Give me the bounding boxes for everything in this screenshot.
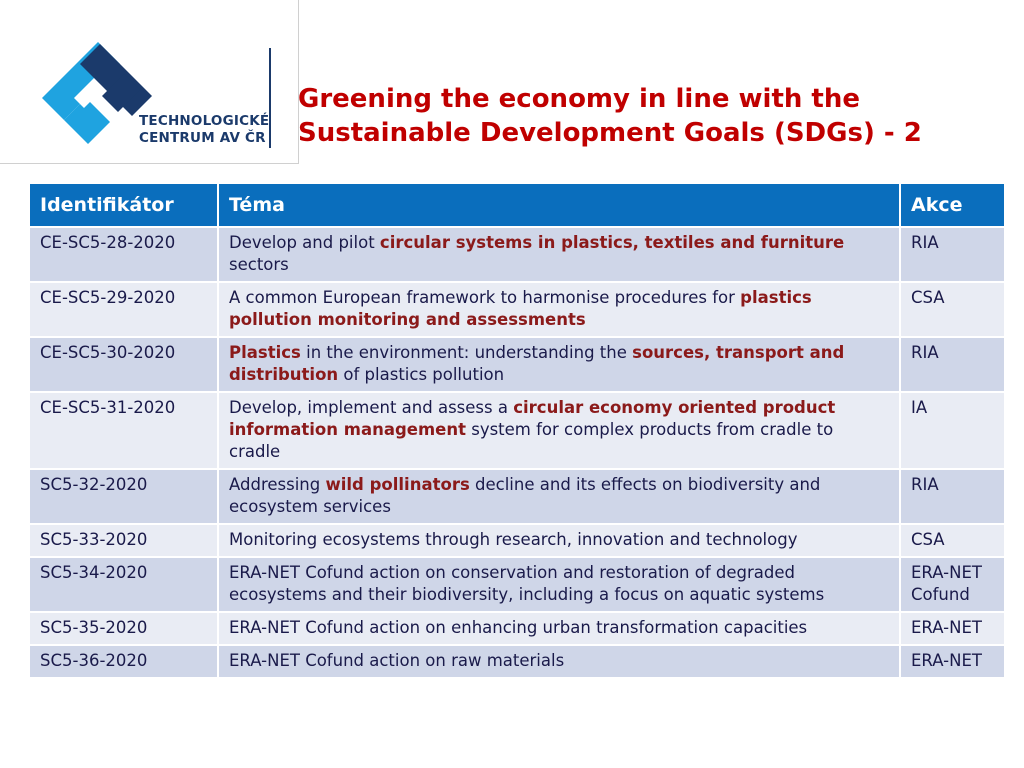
cell-identifikator: CE-SC5-29-2020 [28, 281, 219, 338]
topics-table: Identifikátor Téma Akce CE-SC5-28-2020 De… [28, 182, 1006, 679]
tema-text: Develop, implement and assess a [229, 398, 514, 417]
logo-line1: TECHNOLOGICKÉ [139, 113, 270, 129]
tema-text: Addressing [229, 475, 326, 494]
cell-tema: Monitoring ecosystems through research, … [217, 523, 901, 558]
logo-divider [269, 48, 271, 148]
cell-akce: RIA [899, 336, 1006, 393]
tema-highlight: wild pollinators [325, 475, 470, 494]
cell-akce: ERA-NET Cofund [899, 556, 1006, 613]
title-line1: Greening the economy in line with the [298, 84, 861, 114]
tema-highlight: circular systems in plastics, textiles a… [379, 233, 845, 252]
cell-identifikator: CE-SC5-31-2020 [28, 391, 219, 470]
cell-tema: ERA-NET Cofund action on enhancing urban… [217, 611, 901, 646]
tc-logo-icon [42, 42, 152, 144]
tema-text: Monitoring ecosystems through research, … [229, 530, 798, 549]
cell-identifikator: CE-SC5-28-2020 [28, 226, 219, 283]
tema-text: ERA-NET Cofund action on raw materials [229, 651, 565, 670]
tema-highlight: circular economy oriented product inform… [229, 398, 836, 439]
table-row: SC5-36-2020 ERA-NET Cofund action on raw … [28, 644, 1006, 679]
cell-identifikator: SC5-34-2020 [28, 556, 219, 613]
tema-text: of plastics pollution [338, 365, 505, 384]
title-line2: Sustainable Development Goals (SDGs) - 2 [298, 118, 922, 148]
header-identifikator: Identifikátor [28, 182, 219, 228]
tema-text: in the environment: understanding the [300, 343, 633, 362]
tema-text: Develop and pilot [229, 233, 380, 252]
cell-tema: Develop and pilot circular systems in pl… [217, 226, 901, 283]
cell-identifikator: SC5-33-2020 [28, 523, 219, 558]
cell-akce: ERA-NET [899, 644, 1006, 679]
tema-text: ERA-NET Cofund action on enhancing urban… [229, 618, 808, 637]
table-header-row: Identifikátor Téma Akce [28, 182, 1006, 228]
cell-akce: CSA [899, 281, 1006, 338]
cell-akce: RIA [899, 468, 1006, 525]
table-body: CE-SC5-28-2020 Develop and pilot circular… [28, 226, 1006, 679]
tema-text: A common European framework to harmonise… [229, 288, 741, 307]
cell-akce: RIA [899, 226, 1006, 283]
cell-tema: Addressing wild pollinators decline and … [217, 468, 901, 525]
cell-identifikator: SC5-35-2020 [28, 611, 219, 646]
cell-akce: IA [899, 391, 1006, 470]
page-title: Greening the economy in line with the Su… [298, 82, 998, 150]
table-row: SC5-35-2020 ERA-NET Cofund action on enha… [28, 611, 1006, 646]
table-row: CE-SC5-28-2020 Develop and pilot circular… [28, 226, 1006, 283]
cell-tema: Develop, implement and assess a circular… [217, 391, 901, 470]
table-row: CE-SC5-29-2020 A common European framewor… [28, 281, 1006, 338]
tema-highlight: Plastics [229, 343, 301, 362]
cell-tema: ERA-NET Cofund action on raw materials [217, 644, 901, 679]
tema-highlight: sources, transport and distribution [229, 343, 845, 384]
cell-identifikator: SC5-36-2020 [28, 644, 219, 679]
table-row: SC5-32-2020 Addressing wild pollinators d… [28, 468, 1006, 525]
logo-panel: TECHNOLOGICKÉ CENTRUM AV ČR [0, 0, 299, 164]
cell-identifikator: CE-SC5-30-2020 [28, 336, 219, 393]
logo-wordmark: TECHNOLOGICKÉ CENTRUM AV ČR [139, 113, 269, 147]
tema-text: ERA-NET Cofund action on conservation an… [229, 563, 825, 604]
table-row: CE-SC5-30-2020 Plastics in the environmen… [28, 336, 1006, 393]
header-tema: Téma [217, 182, 901, 228]
table-row: CE-SC5-31-2020 Develop, implement and ass… [28, 391, 1006, 470]
table-row: SC5-33-2020 Monitoring ecosystems through… [28, 523, 1006, 558]
cell-tema: ERA-NET Cofund action on conservation an… [217, 556, 901, 613]
cell-tema: A common European framework to harmonise… [217, 281, 901, 338]
cell-tema: Plastics in the environment: understandi… [217, 336, 901, 393]
tema-highlight: plastics pollution monitoring and assess… [229, 288, 812, 329]
cell-akce: CSA [899, 523, 1006, 558]
tema-text: sectors [229, 255, 289, 274]
cell-identifikator: SC5-32-2020 [28, 468, 219, 525]
tema-text: system for complex products from cradle … [229, 420, 834, 461]
tema-text: decline and its effects on biodiversity … [229, 475, 821, 516]
cell-akce: ERA-NET [899, 611, 1006, 646]
logo-line2: CENTRUM AV ČR [139, 130, 266, 146]
header-akce: Akce [899, 182, 1006, 228]
table-row: SC5-34-2020 ERA-NET Cofund action on cons… [28, 556, 1006, 613]
